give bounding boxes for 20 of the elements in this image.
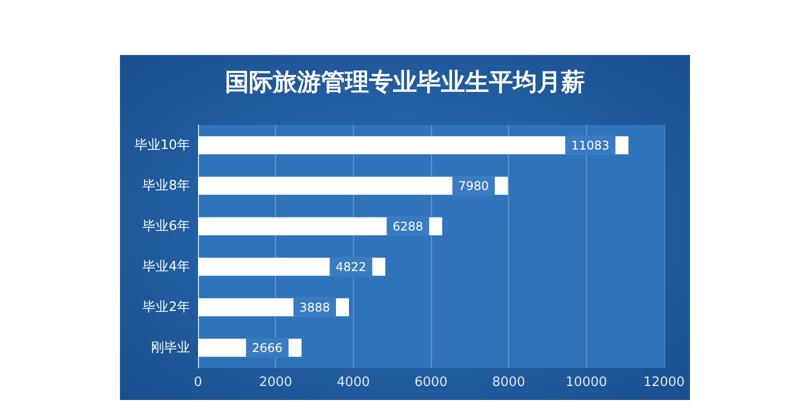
y-tick-label: 毕业2年 bbox=[142, 300, 190, 315]
data-label: 3888 bbox=[299, 300, 330, 314]
y-tick-label: 毕业4年 bbox=[142, 259, 190, 274]
y-tick-label: 刚毕业 bbox=[151, 340, 190, 356]
data-label: 4822 bbox=[336, 260, 366, 274]
x-tick-label: 12000 bbox=[643, 375, 685, 390]
data-label: 6288 bbox=[392, 219, 424, 234]
x-tick-label: 8000 bbox=[492, 375, 526, 390]
x-tick-label: 0 bbox=[194, 375, 202, 390]
chart-title: 国际旅游管理专业毕业生平均月薪 bbox=[225, 68, 585, 96]
data-label: 2666 bbox=[252, 340, 283, 355]
data-label: 7980 bbox=[458, 178, 489, 193]
x-tick-label: 4000 bbox=[336, 375, 370, 390]
data-label: 11083 bbox=[571, 138, 610, 152]
x-tick-label: 6000 bbox=[414, 375, 448, 390]
y-tick-label: 毕业10年 bbox=[134, 138, 190, 153]
x-tick-label: 2000 bbox=[259, 375, 292, 390]
y-tick-label: 毕业8年 bbox=[142, 178, 190, 194]
y-tick-label: 毕业6年 bbox=[142, 218, 190, 234]
x-tick-label: 10000 bbox=[566, 375, 608, 390]
